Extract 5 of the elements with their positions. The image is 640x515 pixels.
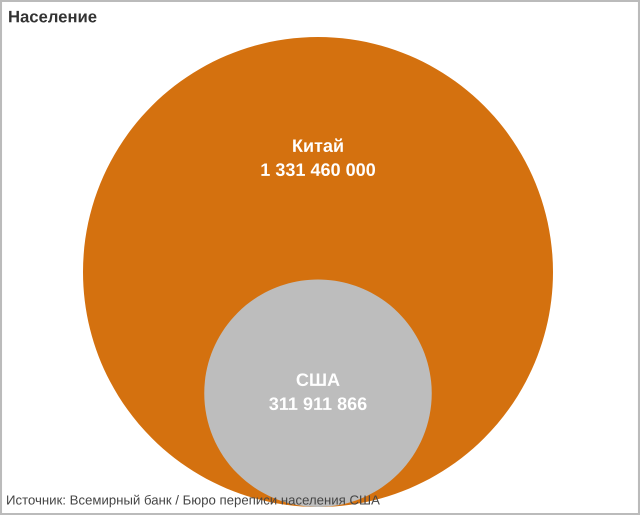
category-label: Китай — [293, 138, 343, 152]
text: Население — [9, 10, 96, 22]
data-label: 311 911 866 — [269, 397, 367, 410]
category-label: США — [296, 373, 340, 386]
data-label: 1 331 460 000 — [261, 163, 375, 176]
